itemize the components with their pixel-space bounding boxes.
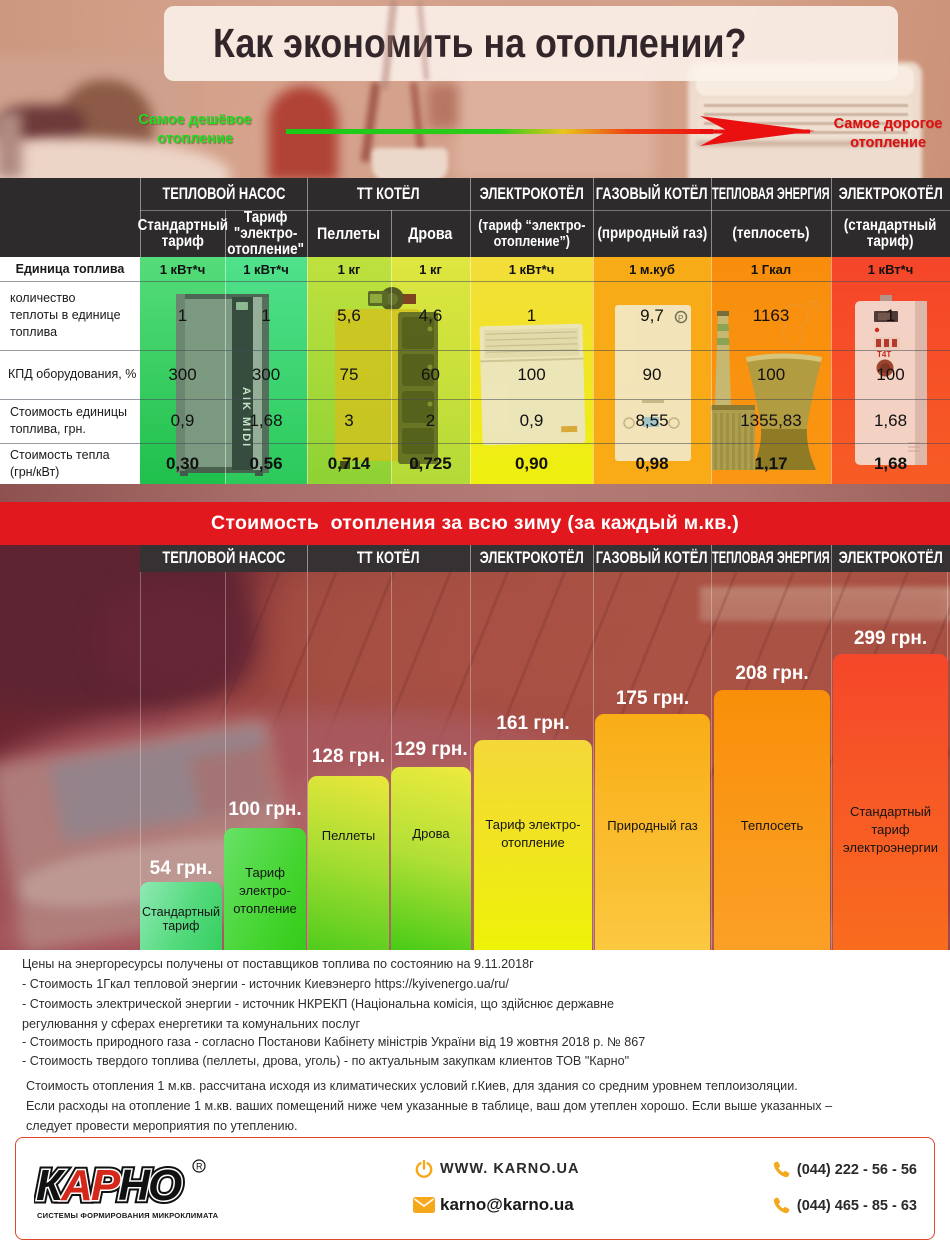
svg-text:КАРНО: КАРНО	[36, 1161, 182, 1210]
svg-text:AIK MIDI: AIK MIDI	[240, 387, 252, 448]
svg-text:КАРНО: КАРНО	[36, 1161, 182, 1210]
svg-text:P: P	[678, 314, 683, 323]
svg-text:R: R	[196, 1162, 203, 1172]
svg-text:КАРНО: КАРНО	[36, 1161, 182, 1210]
svg-text:Т4Т: Т4Т	[877, 350, 891, 359]
svg-text:СИСТЕМЫ ФОРМИРОВАНИЯ МИКРОКЛИМ: СИСТЕМЫ ФОРМИРОВАНИЯ МИКРОКЛИМАТА	[37, 1211, 219, 1220]
